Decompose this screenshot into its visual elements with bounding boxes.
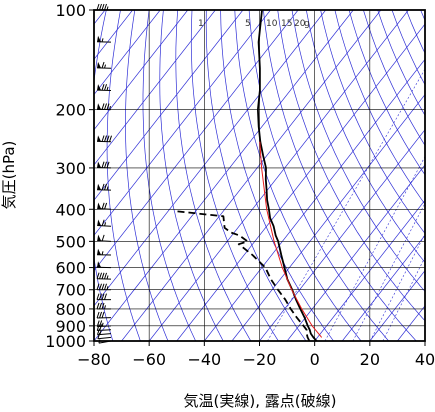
x-tick-labels: −80 −60 −40 −20 0 20 40 xyxy=(77,341,435,369)
y-tick-label: 600 xyxy=(55,259,86,278)
y-tick-label: 300 xyxy=(55,159,86,178)
dry-adiabat-line xyxy=(206,10,306,341)
dry-adiabat-line xyxy=(421,10,435,341)
dry-adiabat-line xyxy=(406,10,435,341)
y-tick-label: 200 xyxy=(55,101,86,120)
dry-adiabat-line xyxy=(107,10,140,341)
dry-adiabat-line xyxy=(221,10,334,341)
isotherm-line xyxy=(342,10,435,341)
dry-adiabat-line xyxy=(392,10,435,341)
wind-barb xyxy=(97,103,111,109)
x-axis-title: 気温(実線), 露点(破線) xyxy=(184,392,337,410)
dry-adiabat-line xyxy=(88,10,113,341)
dry-adiabat-line xyxy=(176,10,251,341)
y-tick-label: 1000 xyxy=(45,332,86,351)
x-tick-label: −40 xyxy=(187,350,221,369)
wind-barb xyxy=(97,62,111,68)
mixing-ratio-label: 10 xyxy=(266,19,278,29)
dry-adiabat-line xyxy=(292,10,435,341)
x-tick-label: 40 xyxy=(415,350,435,369)
x-tick-label: −80 xyxy=(77,350,111,369)
isotherm-line xyxy=(122,10,381,341)
isotherm-line xyxy=(11,10,270,341)
y-tick-label: 500 xyxy=(55,232,86,251)
dry-adiabat-line xyxy=(378,10,435,341)
wind-barb xyxy=(97,261,111,267)
isotherm-line xyxy=(425,10,435,341)
wind-barb xyxy=(97,203,111,210)
wind-barb xyxy=(97,84,111,90)
wind-barb xyxy=(97,312,111,318)
wind-barb xyxy=(97,162,111,168)
dry-adiabat-line xyxy=(126,10,169,341)
wind-barb xyxy=(97,273,111,279)
y-axis-title: 気圧(hPa) xyxy=(0,141,18,210)
dry-adiabat-line xyxy=(249,10,389,341)
mixing-ratio-labels: 1 5 10 15 20g xyxy=(198,19,310,29)
y-tick-label: 400 xyxy=(55,200,86,219)
wind-barb xyxy=(97,36,111,42)
mixing-ratio-line xyxy=(325,10,435,341)
isotherm-line xyxy=(287,10,435,341)
wind-barb xyxy=(97,135,111,141)
dry-adiabat-line xyxy=(321,10,435,341)
x-tick-label: 0 xyxy=(310,350,320,369)
dry-adiabat-line xyxy=(278,10,435,341)
x-tick-label: 20 xyxy=(360,350,380,369)
isotherm-line xyxy=(397,10,435,341)
mixing-ratio-label: g xyxy=(304,19,310,29)
x-tick-label: −60 xyxy=(132,350,166,369)
wind-barb xyxy=(97,235,111,242)
y-tick-label: 100 xyxy=(55,1,86,20)
mixing-ratio-label: 15 xyxy=(281,19,292,29)
y-tick-label: 700 xyxy=(55,281,86,300)
mixing-ratio-label: 5 xyxy=(245,19,251,29)
mixing-ratio-label: 1 xyxy=(198,19,204,29)
x-tick-label: −20 xyxy=(243,350,277,369)
